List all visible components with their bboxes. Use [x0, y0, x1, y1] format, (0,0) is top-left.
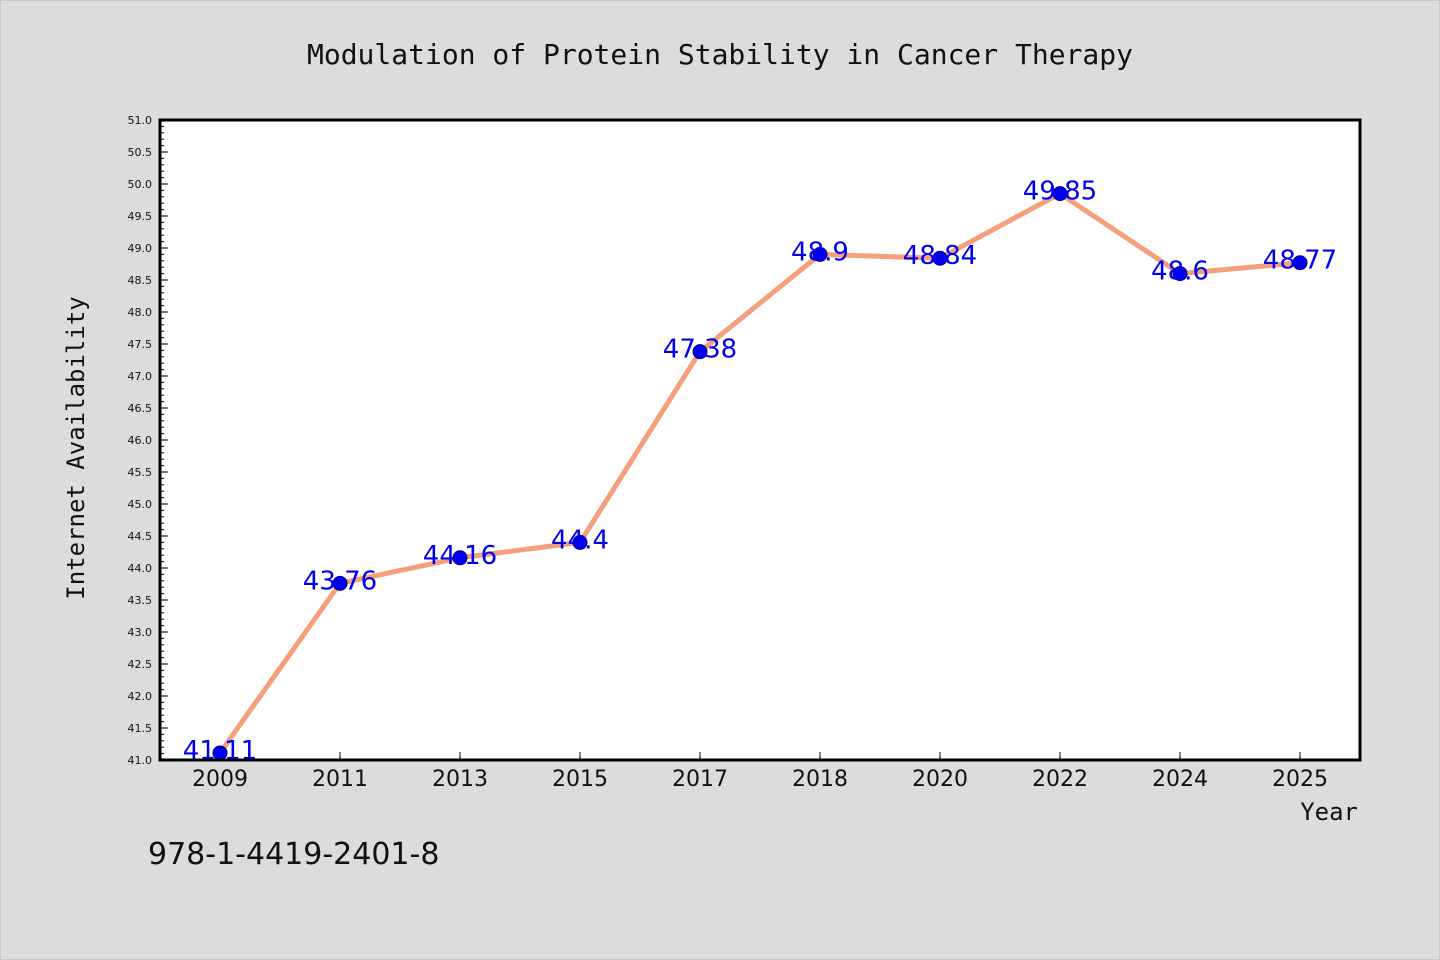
x-axis-label: Year	[1300, 798, 1358, 826]
series-line	[217, 191, 1303, 756]
y-tick-label: 50.0	[128, 178, 153, 191]
y-tick-label: 50.5	[128, 146, 153, 159]
y-tick-label: 44.0	[128, 562, 153, 575]
y-tick-label: 51.0	[128, 114, 153, 127]
chart-title: Modulation of Protein Stability in Cance…	[307, 38, 1133, 71]
data-label: 44.16	[423, 541, 497, 571]
y-tick-label: 42.0	[128, 690, 153, 703]
x-tick-label: 2018	[792, 767, 848, 792]
y-tick-label: 46.5	[128, 402, 153, 415]
data-label: 44.4	[551, 525, 609, 555]
data-point	[1052, 186, 1068, 202]
y-tick-label: 49.5	[128, 210, 153, 223]
x-tick-label: 2015	[552, 767, 608, 792]
data-point	[572, 534, 588, 550]
y-tick-label: 41.0	[128, 754, 153, 767]
x-tick-label: 2009	[192, 767, 248, 792]
data-point	[932, 250, 948, 266]
data-label: 48.77	[1263, 246, 1337, 276]
y-tick-label: 42.5	[128, 658, 153, 671]
y-tick-label: 41.5	[128, 722, 153, 735]
y-tick-label: 45.0	[128, 498, 153, 511]
x-tick-label: 2025	[1272, 767, 1328, 792]
series-markers	[212, 186, 1308, 761]
data-point	[812, 246, 828, 262]
data-point	[452, 550, 468, 566]
x-tick-label: 2013	[432, 767, 488, 792]
plot-area	[160, 120, 1360, 760]
y-tick-label: 46.0	[128, 434, 153, 447]
y-tick-label: 47.0	[128, 370, 153, 383]
plot-frame	[158, 118, 1362, 762]
data-point	[1172, 266, 1188, 282]
y-tick-label: 49.0	[128, 242, 153, 255]
x-tick-label: 2024	[1152, 767, 1208, 792]
x-tick-label: 2022	[1032, 767, 1088, 792]
y-tick-label: 45.5	[128, 466, 153, 479]
x-tick-label: 2017	[672, 767, 728, 792]
x-tick-label: 2020	[912, 767, 968, 792]
data-label: 48.9	[791, 237, 849, 267]
y-tick-label: 43.0	[128, 626, 153, 639]
x-axis-ticks: 2009 2011 2013 2015 2017 2018 2020 2022 2024 2025	[192, 752, 1328, 792]
y-tick-label: 47.5	[128, 338, 153, 351]
data-point	[692, 344, 708, 360]
data-label: 43.76	[303, 566, 377, 596]
data-point	[1292, 255, 1308, 271]
data-label: 48.84	[903, 241, 977, 271]
footer-code: 978-1-4419-2401-8	[148, 837, 439, 872]
y-tick-label: 48.5	[128, 274, 153, 287]
y-tick-label: 48.0	[128, 306, 153, 319]
data-label: 49.85	[1023, 177, 1097, 207]
y-tick-label: 44.5	[128, 530, 153, 543]
data-label: 48.6	[1151, 257, 1209, 287]
y-tick-label: 43.5	[128, 594, 153, 607]
x-tick-label: 2011	[312, 767, 368, 792]
data-label: 47.38	[663, 335, 737, 365]
y-axis-ticks: 41.0 41.5 42.0 42.5 43.0 43.5 44.0 44.5 45.0 45.5…	[128, 114, 168, 767]
data-point	[332, 575, 348, 591]
y-axis-label: Internet Availability	[62, 296, 90, 599]
